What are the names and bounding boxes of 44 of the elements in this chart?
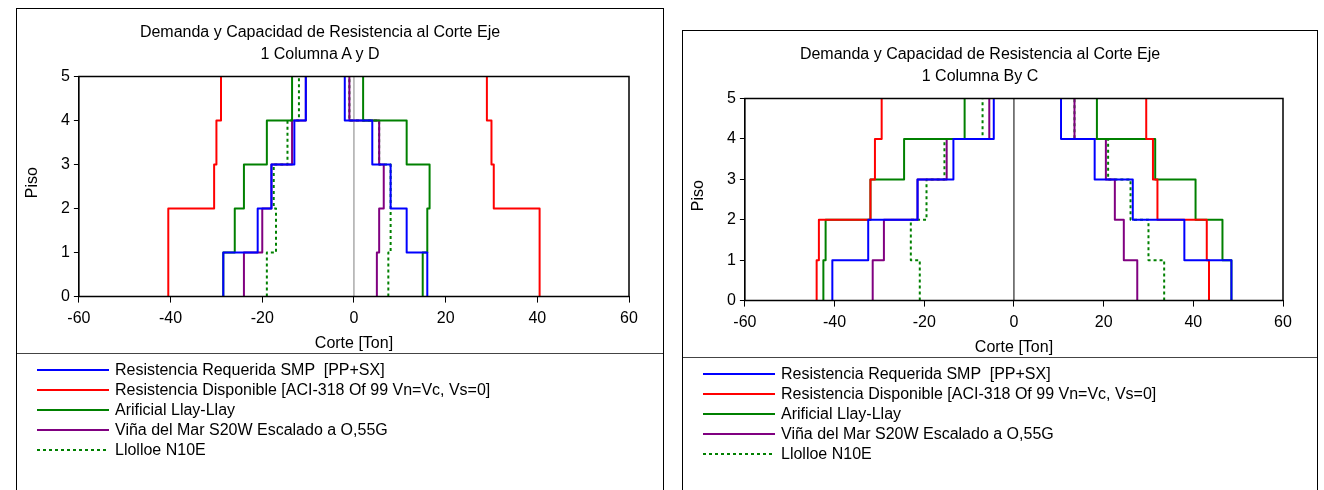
y-tick-label: 1 (60, 243, 70, 261)
legend-label: Resistencia Requerida SMP [PP+SX] (781, 364, 1051, 384)
legend-label: Arificial Llay-Llay (115, 400, 236, 420)
y-tick-label: 0 (60, 287, 70, 305)
legend-label: Arificial Llay-Llay (781, 404, 902, 424)
chart-title: Demanda y Capacidad de Resistencia al Corte Eje (138, 23, 502, 41)
x-tick-label: -20 (250, 308, 274, 326)
x-tick-label: 20 (1094, 312, 1113, 330)
x-axis-title: Corte [Ton] (974, 337, 1054, 355)
x-tick-label: 20 (436, 308, 455, 326)
y-tick-label: 2 (726, 210, 736, 228)
y-axis-title: Piso (23, 167, 41, 199)
y-tick-label: 2 (60, 199, 70, 217)
y-tick-label: 1 (726, 250, 736, 268)
x-tick-label: -40 (159, 308, 183, 326)
chart-subtitle: 1 Columna By C (920, 67, 1040, 85)
x-tick-label: 60 (620, 308, 638, 326)
legend-label: Llolloe N10E (781, 444, 872, 464)
y-tick-label: 3 (60, 155, 70, 173)
x-tick-label: -20 (912, 312, 936, 330)
legend-label: Resistencia Requerida SMP [PP+SX] (115, 360, 385, 380)
x-tick-label: 0 (349, 308, 359, 326)
y-tick-label: 4 (60, 111, 70, 129)
legend-label: Llolloe N10E (115, 440, 206, 460)
y-tick-label: 0 (726, 291, 736, 309)
x-tick-label: -60 (67, 308, 91, 326)
x-tick-label: -60 (733, 312, 757, 330)
chart-title: Demanda y Capacidad de Resistencia al Corte Eje (798, 45, 1162, 63)
y-tick-label: 5 (726, 89, 736, 107)
x-tick-label: 60 (1274, 312, 1292, 330)
y-tick-label: 5 (60, 67, 70, 85)
legend-label: Resistencia Disponible [ACI-318 Of 99 Vn=Vc, Vs=0] (781, 384, 1157, 404)
legend-label: Viña del Mar S20W Escalado a O,55G (781, 424, 1054, 444)
y-tick-label: 3 (726, 169, 736, 187)
legend-label: Viña del Mar S20W Escalado a O,55G (115, 420, 388, 440)
x-tick-label: 40 (528, 308, 547, 326)
y-axis-title: Piso (689, 180, 707, 212)
x-tick-label: 40 (1184, 312, 1203, 330)
chart-subtitle: 1 Columna A y D (259, 45, 381, 63)
x-axis-title: Corte [Ton] (314, 333, 394, 351)
legend-label: Resistencia Disponible [ACI-318 Of 99 Vn=Vc, Vs=0] (115, 380, 491, 400)
x-tick-label: 0 (1009, 312, 1019, 330)
x-tick-label: -40 (823, 312, 847, 330)
y-tick-label: 4 (726, 129, 736, 147)
